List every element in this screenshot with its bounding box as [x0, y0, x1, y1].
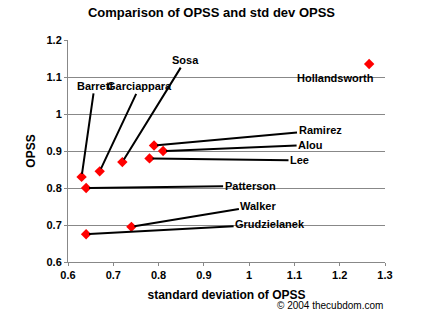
svg-text:Sosa: Sosa [172, 54, 199, 66]
svg-text:standard deviation of OPSS: standard deviation of OPSS [147, 288, 305, 302]
svg-text:1.2: 1.2 [332, 269, 347, 281]
svg-text:0.6: 0.6 [60, 269, 75, 281]
svg-text:Lee: Lee [290, 154, 309, 166]
svg-text:1.3: 1.3 [377, 269, 392, 281]
svg-text:© 2004 thecubdom.com: © 2004 thecubdom.com [277, 300, 383, 311]
svg-text:0.6: 0.6 [47, 256, 62, 268]
svg-text:0.8: 0.8 [151, 269, 166, 281]
svg-text:Comparison of OPSS and std dev: Comparison of OPSS and std dev OPSS [88, 5, 335, 20]
svg-text:0.9: 0.9 [196, 269, 211, 281]
svg-text:0.7: 0.7 [47, 219, 62, 231]
svg-text:Patterson: Patterson [225, 180, 276, 192]
svg-text:Hollandsworth: Hollandsworth [297, 72, 374, 84]
svg-text:Walker: Walker [240, 200, 276, 212]
svg-text:OPSS: OPSS [24, 134, 38, 167]
svg-text:1: 1 [246, 269, 252, 281]
svg-text:0.9: 0.9 [47, 145, 62, 157]
svg-text:Garciappara: Garciappara [107, 80, 172, 92]
svg-text:Barrett: Barrett [77, 80, 113, 92]
svg-text:Ramirez: Ramirez [299, 124, 342, 136]
svg-text:0.7: 0.7 [106, 269, 121, 281]
svg-text:0.8: 0.8 [47, 182, 62, 194]
svg-text:1.2: 1.2 [47, 34, 62, 46]
svg-text:1: 1 [56, 108, 62, 120]
svg-text:1.1: 1.1 [287, 269, 302, 281]
svg-text:1.1: 1.1 [47, 71, 62, 83]
svg-text:Grudzielanek: Grudzielanek [235, 218, 305, 230]
svg-text:Alou: Alou [298, 139, 322, 151]
